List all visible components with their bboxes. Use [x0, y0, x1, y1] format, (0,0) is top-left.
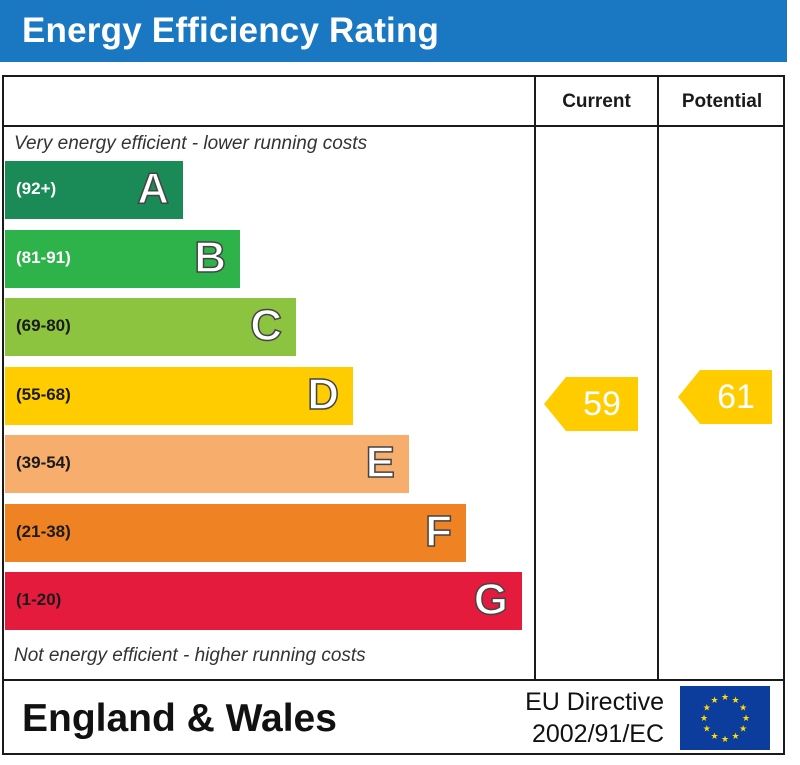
band-b-letter: B — [193, 232, 226, 283]
eu-directive-number: 2002/91/EC — [531, 720, 664, 748]
band-e: (39-54) E — [5, 435, 409, 493]
eu-star-icon: ★ — [721, 692, 729, 702]
band-e-range: (39-54) — [16, 453, 71, 472]
eu-star-icon: ★ — [703, 703, 711, 713]
band-g-letter: G — [473, 574, 509, 625]
rating-table — [2, 75, 785, 755]
eu-star-icon: ★ — [703, 724, 711, 734]
band-g: (1-20) G — [5, 572, 522, 630]
band-c-range: (69-80) — [16, 316, 71, 335]
note-top: Very energy efficient - lower running co… — [14, 133, 368, 154]
band-g-range: (1-20) — [16, 590, 62, 609]
band-d-range: (55-68) — [16, 385, 71, 404]
band-f-letter: F — [424, 506, 452, 557]
eu-star-icon: ★ — [739, 703, 747, 713]
band-f-range: (21-38) — [16, 522, 71, 541]
eu-star-icon: ★ — [731, 695, 739, 705]
page-title: Energy Efficiency Rating — [22, 11, 440, 50]
current-rating-arrow: 59 — [544, 377, 638, 431]
band-a-range: (92+) — [16, 179, 57, 198]
band-d: (55-68) D — [5, 367, 353, 425]
note-bottom: Not energy efficient - higher running co… — [14, 645, 366, 666]
eu-star-icon: ★ — [721, 734, 729, 744]
column-header-current: Current — [562, 91, 631, 112]
eu-star-icon: ★ — [710, 695, 718, 705]
column-divider-right — [657, 75, 659, 681]
eu-directive-label: EU Directive — [525, 688, 664, 716]
eu-star-icon: ★ — [710, 731, 718, 741]
band-c: (69-80) C — [5, 298, 296, 356]
header-bar: Energy Efficiency Rating — [0, 0, 787, 62]
band-c-letter: C — [249, 300, 282, 351]
footer-row-divider — [2, 679, 785, 681]
eu-star-icon: ★ — [700, 713, 708, 723]
potential-rating-arrow: 61 — [678, 370, 772, 424]
eu-stars: ★ ★★★★★★★★★★★ — [700, 692, 750, 744]
band-b-range: (81-91) — [16, 248, 71, 267]
eu-flag-icon: ★ ★ ★ ★ ★ ★ ★ ★ ★ ★ ★ ★ — [680, 686, 770, 750]
potential-rating-value: 61 — [717, 378, 755, 416]
eu-star-icon: ★ — [742, 713, 750, 723]
current-rating-value: 59 — [583, 385, 621, 423]
band-a-letter: A — [136, 163, 169, 214]
band-a: (92+) A — [5, 161, 183, 219]
potential-arrow-shape — [678, 370, 772, 424]
footer-country: England & Wales — [22, 697, 337, 740]
current-arrow-shape — [544, 377, 638, 431]
column-divider-left — [534, 75, 536, 681]
eu-star-icon: ★ — [739, 724, 747, 734]
band-f: (21-38) F — [5, 504, 466, 562]
band-b: (81-91) B — [5, 230, 240, 288]
band-e-letter: E — [365, 437, 396, 488]
column-header-potential: Potential — [681, 91, 763, 112]
band-d-letter: D — [306, 369, 339, 420]
eu-star-icon: ★ — [731, 731, 739, 741]
header-row-divider — [2, 125, 785, 127]
